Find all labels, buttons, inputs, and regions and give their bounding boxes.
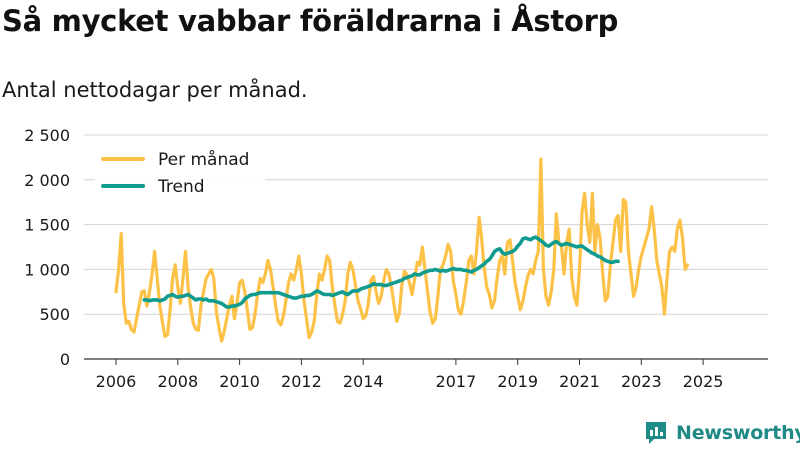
bar-chart-icon (646, 422, 666, 444)
x-tick-label: 2010 (219, 372, 260, 391)
legend-label-per-manad: Per månad (158, 149, 249, 170)
x-axis-ticks: 2006 2008 2010 2012 2014 2017 2019 2021 2023 2025 (96, 359, 724, 391)
chart-title: Så mycket vabbar föräldrarna i Åstorp (2, 4, 619, 38)
x-tick-label: 2006 (96, 372, 137, 391)
y-tick-label: 1 500 (24, 216, 70, 235)
chart-subtitle: Antal nettodagar per månad. (2, 78, 308, 102)
brand-name: Newsworthy (676, 422, 800, 444)
legend: Per månad Trend (95, 144, 265, 204)
x-tick-label: 2025 (683, 372, 724, 391)
y-tick-label: 0 (60, 350, 70, 369)
y-tick-label: 2 000 (24, 171, 70, 190)
x-tick-label: 2008 (157, 372, 198, 391)
y-tick-label: 500 (39, 305, 70, 324)
y-tick-label: 2 500 (24, 126, 70, 145)
series-line-trend (142, 235, 620, 309)
newsworthy-logo: Newsworthy (644, 419, 800, 447)
y-axis-ticks: 0 500 1 000 1 500 2 000 2 500 (24, 126, 70, 369)
x-tick-label: 2012 (281, 372, 322, 391)
series-lines (114, 157, 690, 343)
y-tick-label: 1 000 (24, 260, 70, 279)
x-tick-label: 2021 (559, 372, 600, 391)
x-tick-label: 2017 (436, 372, 477, 391)
x-tick-label: 2019 (497, 372, 538, 391)
series-line-per-manad (114, 157, 690, 343)
legend-label-trend: Trend (157, 177, 205, 197)
x-tick-label: 2023 (621, 372, 662, 391)
x-tick-label: 2014 (343, 372, 384, 391)
